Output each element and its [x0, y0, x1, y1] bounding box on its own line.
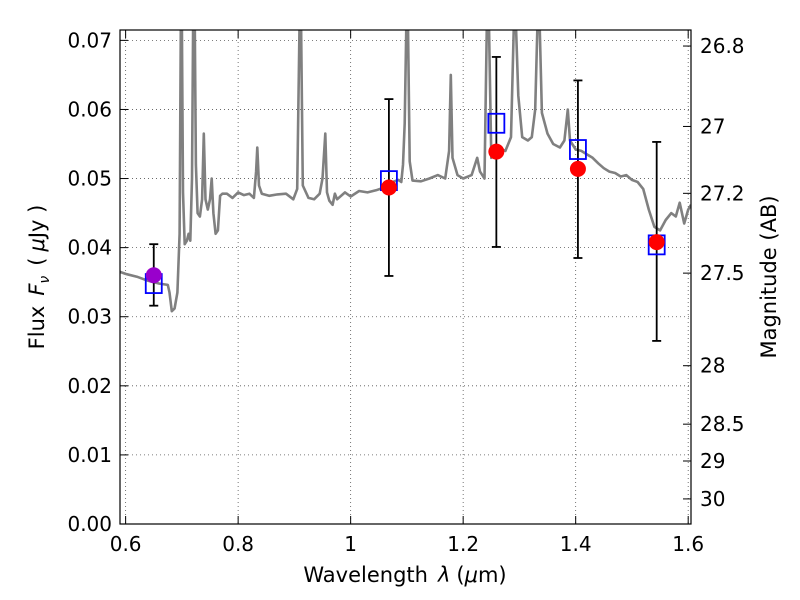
x-tick-label: 0.8: [222, 532, 254, 556]
photometry-point: [380, 179, 397, 196]
x-axis-title: Wavelength λ (μm): [303, 563, 506, 587]
photometry-point: [145, 267, 162, 284]
y-tick-label: 0.07: [67, 28, 112, 52]
y2-tick-label: 30: [700, 487, 725, 511]
photometry-point: [488, 143, 505, 160]
y2-axis-title: Magnitude (AB): [757, 195, 781, 358]
y2-tick-label: 29: [700, 449, 725, 473]
x-tick-label: 0.6: [110, 532, 142, 556]
x-tick-label: 1.2: [447, 532, 479, 556]
x-tick-label: 1.4: [560, 532, 592, 556]
y-tick-label: 0.02: [67, 374, 112, 398]
y2-tick-label: 27.2: [700, 181, 745, 205]
x-tick-label: 1: [344, 532, 357, 556]
y2-axis-title-group: Magnitude (AB): [757, 195, 781, 358]
x-axis-unit-greek: μ: [464, 563, 478, 587]
y2-tick-label: 27.5: [700, 261, 745, 285]
plot-frame: [119, 29, 692, 525]
x-axis-unit-rest: m): [478, 563, 507, 587]
y-axis-label: Flux: [25, 306, 49, 350]
y-tick-label: 0.06: [67, 97, 112, 121]
model-point-square: [569, 139, 587, 160]
y-axis-unit-open: (: [25, 258, 49, 266]
x-axis-label: Wavelength: [303, 563, 428, 587]
y-axis-unit-greek: μ: [25, 238, 49, 252]
photometry-layer: [145, 143, 665, 284]
y2-tick-label: 27: [700, 114, 725, 138]
y-tick-label: 0.05: [67, 167, 112, 191]
y-axis-unit-rest: Jy ): [25, 205, 49, 241]
y-axis-symbol-sub: ν: [37, 276, 53, 284]
y-axis-symbol: F: [25, 283, 49, 296]
x-axis-unit-open: (: [456, 563, 464, 587]
y-tick-label: 0.03: [67, 305, 112, 329]
photometry-point: [648, 234, 665, 251]
y2-tick-label: 28: [700, 354, 725, 378]
y2-tick-label: 26.8: [700, 34, 745, 58]
y-axis-title: Flux Fν ( μJy ): [25, 205, 53, 350]
y-tick-label: 0.01: [67, 443, 112, 467]
model-point-square: [487, 112, 506, 134]
svg-text:FluxFν(μJy ): Flux Fν ( μJy ): [25, 205, 53, 350]
y2-tick-label: 28.5: [700, 412, 745, 436]
y-tick-label: 0.00: [67, 512, 112, 536]
y-tick-label: 0.04: [67, 236, 112, 260]
x-axis-symbol: λ: [437, 563, 450, 587]
x-tick-label: 1.6: [672, 532, 704, 556]
photometry-point: [569, 160, 586, 177]
axis-ticks: 0.6 0.8 1 1.2 1.4 1.6 0.00 0.01 0.02 0.03 0.04 0.05…: [67, 28, 744, 556]
